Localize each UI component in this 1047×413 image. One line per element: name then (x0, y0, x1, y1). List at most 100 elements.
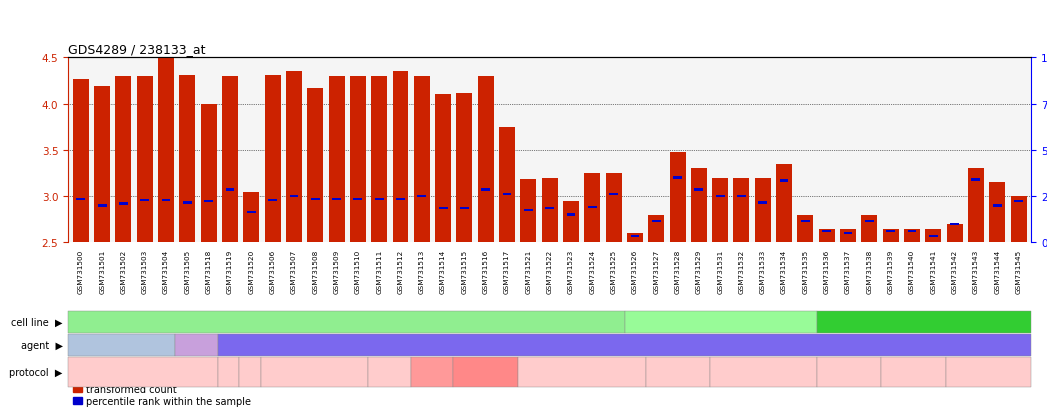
Text: washout
4h: washout 4h (748, 363, 780, 381)
Bar (926, 229, 941, 243)
Bar (840, 229, 856, 243)
Text: CUTLL1: CUTLL1 (330, 318, 363, 327)
Bar (354, 198, 362, 201)
Bar (883, 229, 898, 243)
Bar (332, 198, 341, 201)
Text: washout +
CHX 2h: washout + CHX 2h (229, 363, 270, 381)
Bar (225, 189, 235, 191)
Bar (201, 104, 217, 243)
Bar (161, 199, 171, 202)
Bar (247, 211, 255, 214)
Bar (503, 194, 511, 196)
Bar (436, 95, 451, 243)
Bar (886, 230, 895, 233)
Bar (776, 164, 793, 243)
Text: cell line  ▶: cell line ▶ (12, 318, 63, 328)
Bar (798, 215, 814, 243)
Bar (588, 206, 597, 209)
Bar (140, 199, 149, 202)
Bar (844, 233, 852, 235)
Bar (951, 223, 959, 225)
Bar (439, 207, 447, 210)
Text: agent  ▶: agent ▶ (21, 340, 63, 350)
Bar (737, 195, 745, 198)
Text: washout
4h: washout 4h (973, 363, 1005, 381)
Bar (119, 203, 128, 205)
Bar (204, 200, 214, 202)
Bar (350, 77, 365, 243)
Text: GSI: GSI (188, 341, 204, 350)
Bar (627, 234, 643, 243)
Bar (972, 179, 980, 181)
Bar (712, 178, 728, 243)
Bar (311, 198, 319, 201)
Text: washout +
CHX 4h: washout + CHX 4h (369, 363, 409, 381)
Bar (158, 59, 174, 243)
Bar (691, 169, 707, 243)
Bar (460, 207, 469, 210)
Text: mock washout
+ CHX 4h: mock washout + CHX 4h (458, 363, 513, 381)
Bar (1010, 197, 1026, 243)
Bar (482, 189, 490, 191)
Legend: transformed count, percentile rank within the sample: transformed count, percentile rank withi… (73, 384, 250, 406)
Bar (499, 128, 515, 243)
Text: washout
2h: washout 2h (897, 363, 930, 381)
Text: washout 2h: washout 2h (206, 368, 251, 376)
Bar (94, 87, 110, 243)
Bar (307, 89, 324, 243)
Bar (993, 205, 1002, 207)
Bar (97, 205, 107, 207)
Bar (243, 192, 260, 243)
Bar (929, 235, 938, 237)
Bar (456, 94, 472, 243)
Bar (76, 198, 85, 201)
Bar (669, 152, 686, 243)
Text: vehicle: vehicle (106, 341, 138, 350)
Text: mock washout
+ CHX 2h: mock washout + CHX 2h (404, 363, 460, 381)
Bar (375, 198, 383, 201)
Text: GSI 3d: GSI 3d (609, 341, 640, 350)
Bar (609, 194, 618, 196)
Bar (716, 195, 725, 198)
Bar (1015, 200, 1023, 202)
Bar (989, 183, 1005, 243)
Bar (648, 215, 664, 243)
Text: washout
4h: washout 4h (298, 363, 331, 381)
Bar (73, 79, 89, 243)
Bar (393, 72, 408, 243)
Bar (819, 229, 834, 243)
Bar (183, 202, 192, 204)
Bar (137, 77, 153, 243)
Bar (630, 235, 640, 237)
Bar (908, 230, 916, 233)
Text: washout
2h: washout 2h (662, 363, 694, 381)
Text: CUTLL1 (DN-MAML transduced): CUTLL1 (DN-MAML transduced) (853, 318, 995, 327)
Bar (758, 202, 767, 204)
Bar (115, 77, 132, 243)
Bar (865, 221, 874, 223)
Bar (286, 72, 302, 243)
Text: none: none (573, 368, 592, 376)
Bar (477, 77, 494, 243)
Bar (329, 77, 344, 243)
Bar (520, 180, 536, 243)
Bar (862, 215, 877, 243)
Bar (265, 76, 281, 243)
Bar (396, 198, 405, 201)
Bar (372, 77, 387, 243)
Bar (268, 199, 277, 202)
Bar (414, 77, 430, 243)
Bar (605, 173, 622, 243)
Bar (673, 177, 682, 179)
Bar (524, 209, 533, 211)
Text: none: none (133, 368, 153, 376)
Bar (946, 224, 962, 243)
Bar (694, 189, 704, 191)
Bar (822, 230, 831, 233)
Text: none: none (840, 368, 859, 376)
Bar (566, 214, 576, 216)
Bar (780, 180, 788, 182)
Bar (584, 173, 600, 243)
Text: protocol  ▶: protocol ▶ (9, 367, 63, 377)
Text: GDS4289 / 238133_at: GDS4289 / 238133_at (68, 43, 205, 56)
